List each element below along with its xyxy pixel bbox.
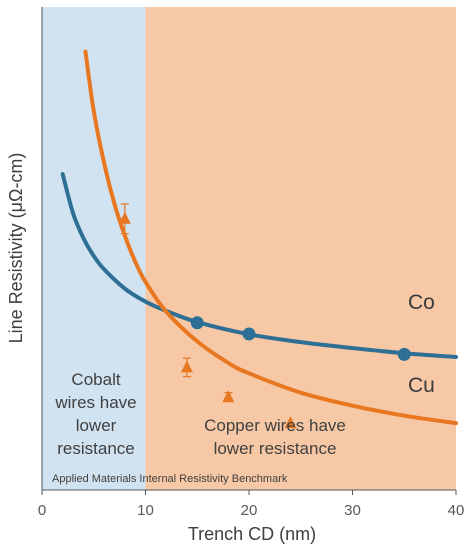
regions-layer xyxy=(42,7,456,490)
series-curve-co xyxy=(60,172,458,359)
x-tick-label: 40 xyxy=(448,502,465,519)
region-co-line-3: lower xyxy=(76,416,117,435)
x-tick-label: 10 xyxy=(137,502,154,519)
region-cu-annotation: Copper wires have lower resistance xyxy=(204,416,346,458)
cu-data-point xyxy=(222,390,235,403)
points-layer xyxy=(118,203,411,429)
series-label-co: Co xyxy=(408,291,435,314)
region-co-annotation: Cobalt wires have lower resistance xyxy=(54,370,136,458)
co-data-point xyxy=(190,316,204,330)
axes-layer: 0 10 20 30 40 xyxy=(38,7,465,519)
co-data-point xyxy=(242,327,256,341)
x-tick-label: 30 xyxy=(344,502,361,519)
cu-data-point xyxy=(180,360,193,373)
x-tick-label: 20 xyxy=(241,502,258,519)
x-tick-label: 0 xyxy=(38,502,46,519)
co-data-point xyxy=(397,347,411,361)
benchmark-footnote: Applied Materials Internal Resistivity B… xyxy=(52,473,288,485)
cu-data-point xyxy=(284,416,297,429)
region-co-line-1: Cobalt xyxy=(71,370,120,389)
region-band-copper xyxy=(145,7,456,490)
cu-data-point xyxy=(118,211,131,224)
series-curve-cu xyxy=(83,49,458,426)
curves-layer xyxy=(60,49,458,426)
region-cu-line-2: lower resistance xyxy=(214,439,337,458)
region-co-line-4: resistance xyxy=(57,439,134,458)
x-axis-title: Trench CD (nm) xyxy=(188,524,316,544)
region-cu-line-1: Copper wires have xyxy=(204,416,346,435)
series-label-cu: Cu xyxy=(408,374,435,397)
region-co-line-2: wires have xyxy=(54,393,136,412)
y-axis-title: Line Resistivity (μΩ-cm) xyxy=(6,153,26,344)
